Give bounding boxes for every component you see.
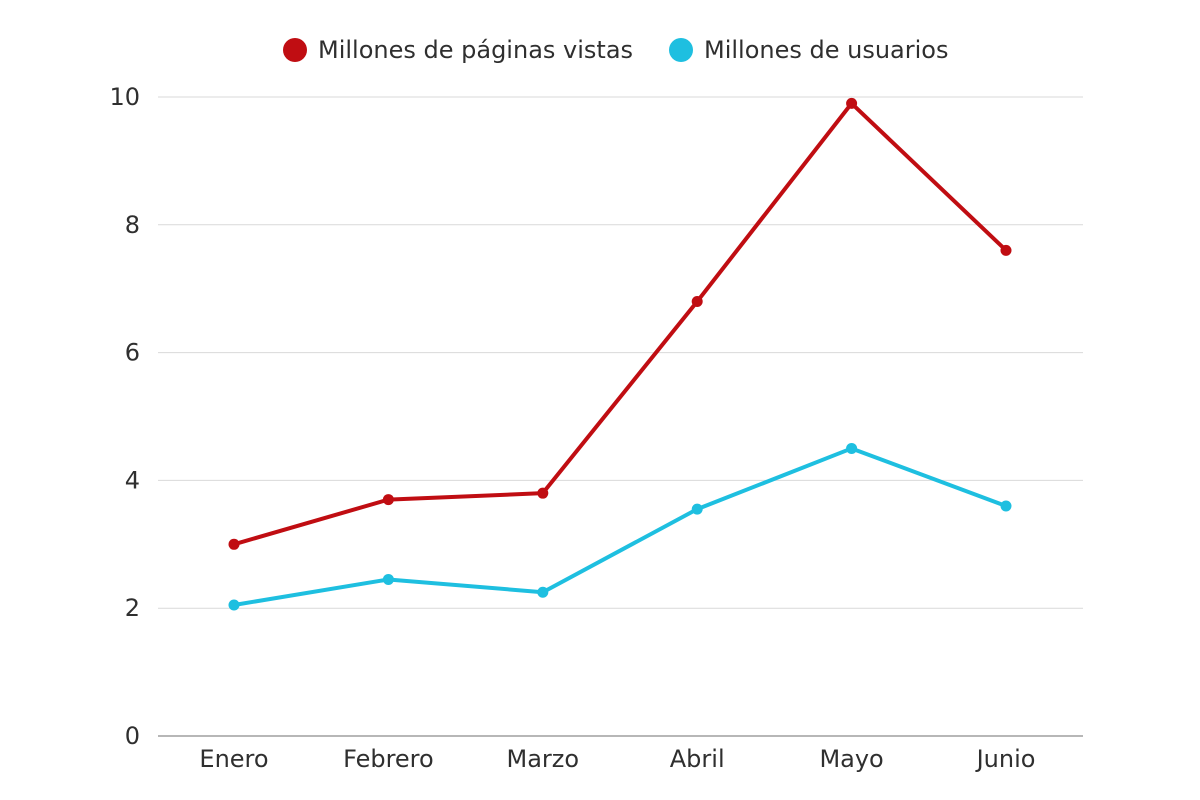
data-point — [1000, 244, 1012, 256]
x-axis: Enero Febrero Marzo Abril Mayo Junio — [158, 735, 1083, 773]
legend-marker — [283, 38, 307, 62]
series-1 — [228, 97, 1012, 550]
series-group — [228, 97, 1012, 611]
data-point — [846, 97, 858, 109]
series-2 — [228, 442, 1012, 611]
y-tick-label: 8 — [125, 211, 140, 239]
data-point — [846, 442, 858, 454]
series-line — [232, 446, 1008, 608]
y-tick-label: 2 — [125, 594, 140, 622]
y-tick-label: 10 — [109, 83, 140, 111]
y-tick-label: 4 — [125, 466, 140, 494]
series-line — [232, 101, 1008, 547]
y-tick-label: 6 — [125, 339, 140, 367]
data-point — [382, 494, 394, 506]
grid-lines — [158, 96, 1083, 609]
legend-marker — [669, 38, 693, 62]
data-point — [382, 573, 394, 585]
x-tick-label: Abril — [670, 745, 725, 773]
x-tick-label: Enero — [199, 745, 268, 773]
data-point — [537, 586, 549, 598]
y-axis: 0 2 4 6 8 10 — [109, 83, 140, 750]
data-point — [1000, 500, 1012, 512]
legend-label: Millones de usuarios — [704, 36, 949, 64]
x-tick-label: Mayo — [819, 745, 883, 773]
data-point — [691, 295, 703, 307]
x-tick-label: Junio — [975, 745, 1036, 773]
legend-item: Millones de páginas vistas — [283, 36, 633, 64]
legend-item: Millones de usuarios — [669, 36, 949, 64]
x-tick-label: Marzo — [507, 745, 580, 773]
y-tick-label: 0 — [125, 722, 140, 750]
data-point — [537, 487, 549, 499]
data-point — [691, 503, 703, 515]
legend-label: Millones de páginas vistas — [318, 36, 633, 64]
data-point — [228, 599, 240, 611]
data-point — [228, 538, 240, 550]
x-tick-label: Febrero — [343, 745, 434, 773]
legend: Millones de páginas vistas Millones de us… — [283, 36, 949, 64]
